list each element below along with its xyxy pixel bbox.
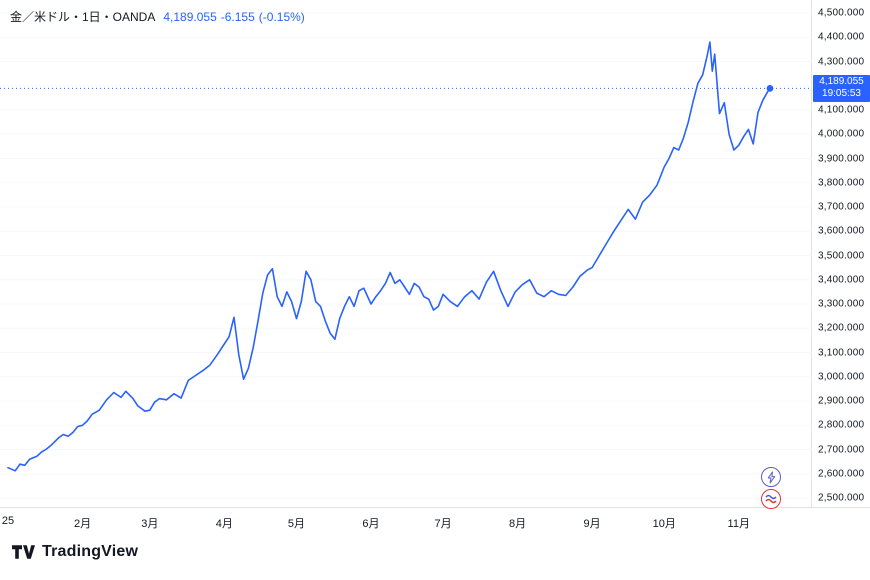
price-axis-label: 2,600.000 <box>818 468 865 480</box>
time-axis-label: 8月 <box>509 518 527 530</box>
last-price-value: 4,189.055 <box>163 10 217 24</box>
broker-logo-icon <box>765 494 777 504</box>
tradingview-logo[interactable]: TradingView <box>12 543 138 561</box>
time-axis-label: 3月 <box>141 518 159 530</box>
price-axis-label: 3,800.000 <box>818 177 865 189</box>
price-axis-label: 2,800.000 <box>818 419 865 431</box>
time-axis-label: 10月 <box>652 518 676 530</box>
time-axis-label: 4月 <box>215 518 233 530</box>
current-price-badge-value: 4,189.055 <box>819 76 864 88</box>
price-axis-label: 4,500.000 <box>818 7 865 19</box>
time-axis-label: 5月 <box>287 518 306 530</box>
price-axis-label: 4,000.000 <box>818 128 865 140</box>
price-axis-label: 3,400.000 <box>818 274 865 286</box>
symbol-title[interactable]: 金／米ドル・1日・OANDA <box>10 10 156 24</box>
price-axis-label: 2,500.000 <box>818 492 865 504</box>
price-change-percent: (-0.15%) <box>258 10 305 24</box>
price-axis-label: 4,300.000 <box>818 56 865 67</box>
price-axis-label: 2,900.000 <box>818 395 865 407</box>
chart-plot-area[interactable] <box>0 0 812 507</box>
price-axis-label: 3,600.000 <box>818 225 865 237</box>
time-axis-label: 2月 <box>73 518 92 530</box>
time-axis-label: 9月 <box>583 518 601 530</box>
price-axis-label: 3,900.000 <box>818 153 865 164</box>
price-chart-canvas[interactable] <box>0 0 812 507</box>
quick-trade-button[interactable] <box>761 467 781 487</box>
price-axis-label: 3,200.000 <box>818 322 865 334</box>
price-axis-label: 4,100.000 <box>818 104 865 116</box>
price-axis-label: 3,300.000 <box>818 298 865 310</box>
current-price-badge: 4,189.055 19:05:53 <box>813 75 870 103</box>
time-axis-label: 25 <box>1 515 15 527</box>
chart-legend: 金／米ドル・1日・OANDA 4,189.055 -6.155 (-0.15%) <box>10 8 309 25</box>
price-change: -6.155 <box>220 10 255 24</box>
price-axis-label: 3,500.000 <box>818 250 865 261</box>
tradingview-logo-text: TradingView <box>42 543 139 560</box>
price-line-series <box>7 41 771 472</box>
lightning-bolt-icon <box>767 470 775 484</box>
price-axis-label: 3,700.000 <box>818 201 865 213</box>
time-axis-label: 11月 <box>727 518 750 530</box>
time-axis-label: 6月 <box>362 518 380 530</box>
last-price-marker <box>766 85 774 92</box>
price-axis-label: 2,700.000 <box>818 444 865 455</box>
tradingview-logo-icon <box>12 545 35 559</box>
time-axis-label: 7月 <box>434 518 452 530</box>
broker-logo-button[interactable] <box>761 489 781 509</box>
current-price-badge-time: 19:05:53 <box>822 88 861 100</box>
price-axis-label: 3,100.000 <box>818 347 865 358</box>
price-axis-label: 4,400.000 <box>818 31 865 43</box>
time-axis[interactable]: 25 2月 3月 4月 5月 6月 7月 8月 9月 10月 11月 <box>0 507 870 534</box>
price-axis-label: 3,000.000 <box>818 371 865 383</box>
